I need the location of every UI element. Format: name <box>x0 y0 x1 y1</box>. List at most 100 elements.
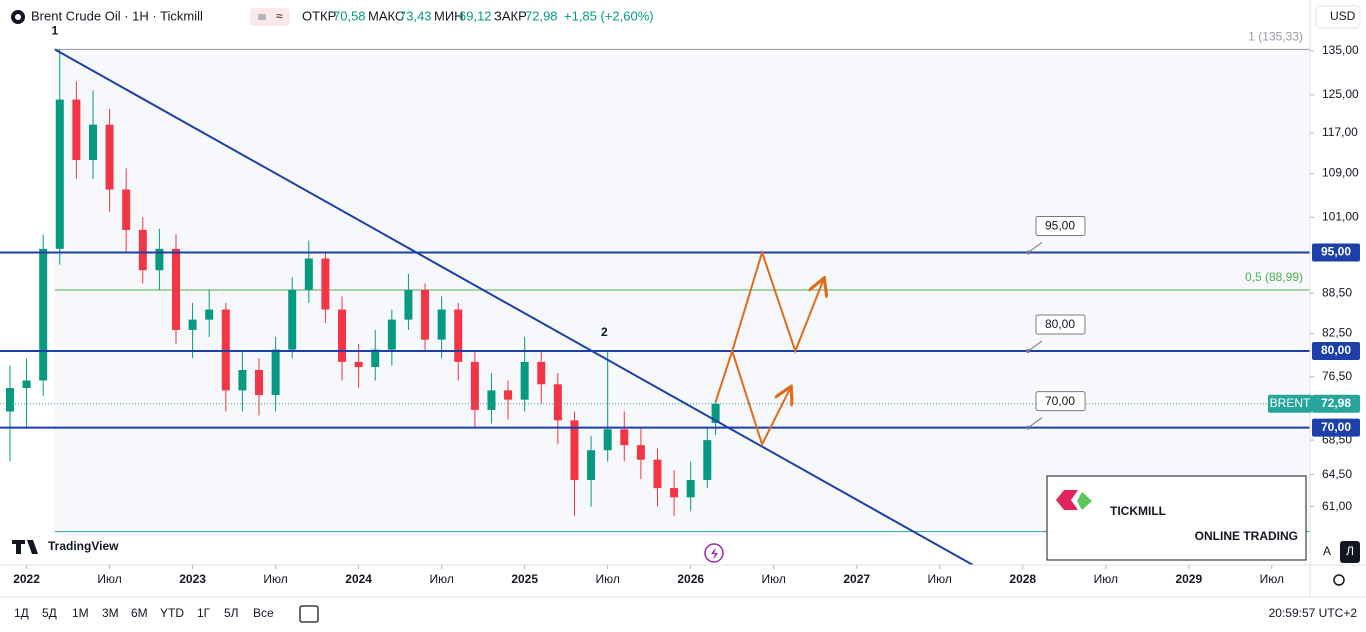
x-tick-label: Июл <box>97 572 121 586</box>
x-tick-label: 2022 <box>13 572 40 586</box>
candle-body <box>653 459 662 489</box>
period-button[interactable]: 1Д <box>14 606 29 620</box>
candle-body <box>421 289 430 340</box>
period-button[interactable]: 6М <box>131 606 148 620</box>
candle-body <box>138 229 147 271</box>
period-button[interactable]: 1Г <box>197 606 211 620</box>
x-tick-label: 2024 <box>345 572 372 586</box>
candle-body <box>5 388 14 412</box>
candle-body <box>155 248 164 271</box>
status-icon <box>258 14 266 20</box>
auto-scale[interactable]: A <box>1323 544 1331 558</box>
callout-label: 80,00 <box>1045 317 1075 331</box>
clock: 20:59:57 UTC+2 <box>1269 606 1358 620</box>
period-button[interactable]: Все <box>253 606 274 620</box>
period-button[interactable]: 5Л <box>224 606 239 620</box>
events-icon[interactable] <box>704 543 724 563</box>
ohlc-value: 72,98 <box>525 8 558 23</box>
y-tick-label: 109,00 <box>1322 166 1359 180</box>
period-button[interactable]: 1М <box>72 606 89 620</box>
currency-button[interactable] <box>1315 5 1361 29</box>
status-pill[interactable] <box>250 8 290 26</box>
level-tag-label: 70,00 <box>1321 420 1351 434</box>
candle-body <box>537 361 546 385</box>
symbol-title: Brent Crude Oil · 1H · Tickmill <box>31 8 203 23</box>
candle-body <box>670 488 679 498</box>
candle-body <box>304 258 313 290</box>
candle-body <box>88 124 97 161</box>
candle-body <box>620 429 629 446</box>
candle-body <box>188 319 197 330</box>
wave-label: 1 <box>51 24 58 38</box>
events-icon-bolt <box>711 547 718 560</box>
candle-body <box>338 309 347 362</box>
broker-logo-icon <box>1077 492 1092 510</box>
candle-body <box>205 309 214 320</box>
symbol-tag-label: BRENT <box>1270 396 1311 410</box>
broker-logo-icon <box>1056 490 1078 510</box>
change: +1,85 (+2,60%) <box>564 8 654 23</box>
callout-pointer <box>1027 242 1043 253</box>
y-tick-label: 117,00 <box>1322 125 1358 139</box>
ohlc-label: МАКС <box>368 8 404 23</box>
callout-anchor <box>1026 425 1030 430</box>
candle-body <box>520 361 529 400</box>
x-tick-label: 2028 <box>1009 572 1036 586</box>
callout-pointer <box>1027 417 1043 429</box>
settings-icon[interactable] <box>1333 574 1345 586</box>
level-tag <box>1312 418 1360 437</box>
candle-body <box>404 289 413 320</box>
date-range-icon[interactable] <box>299 605 319 623</box>
x-tick-label: 2026 <box>677 572 704 586</box>
candle-body <box>371 349 380 368</box>
candle-body <box>255 370 264 396</box>
ohlc-value: 73,43 <box>399 8 432 23</box>
log-scale[interactable]: Л <box>1346 544 1354 558</box>
broker-logo: TICKMILL <box>1110 504 1166 518</box>
fib-background <box>54 49 1310 532</box>
x-tick-label: Июл <box>928 572 952 586</box>
x-tick-label: Июл <box>595 572 619 586</box>
candle-body <box>703 440 712 480</box>
candle-body <box>553 384 562 421</box>
y-tick-label: 88,50 <box>1322 285 1352 299</box>
candle-body <box>570 420 579 480</box>
level-tag <box>1312 342 1360 361</box>
trendline <box>54 48 974 565</box>
candle-body <box>636 445 645 460</box>
candle-body <box>22 380 31 389</box>
x-tick-label: 2027 <box>843 572 870 586</box>
candle-body <box>470 361 479 410</box>
y-tick-label: 125,00 <box>1322 87 1359 101</box>
candle-body <box>487 390 496 410</box>
period-button[interactable]: YTD <box>160 606 184 620</box>
x-tick-label: 2029 <box>1175 572 1202 586</box>
ohlc-label: МИН <box>434 8 464 23</box>
candle-body <box>72 99 81 161</box>
y-tick-label: 82,50 <box>1322 326 1352 340</box>
wave-label: 2 <box>601 325 608 339</box>
price-tag <box>1312 394 1360 413</box>
fib-label: 1 (135,33) <box>1248 30 1303 44</box>
callout-anchor <box>1026 250 1030 255</box>
level-tag <box>1312 243 1360 262</box>
candle-body <box>321 258 330 310</box>
currency: USD <box>1330 9 1356 23</box>
ohlc-value: 69,12 <box>459 8 492 23</box>
candle-body <box>238 370 247 391</box>
period-button[interactable]: 5Д <box>42 606 57 620</box>
level-tag-label: 95,00 <box>1321 245 1351 259</box>
price-tag-label: 72,98 <box>1321 396 1351 410</box>
period-button[interactable]: 3М <box>102 606 119 620</box>
ohlc-label: ЗАКР <box>494 8 527 23</box>
x-tick-label: 2025 <box>511 572 538 586</box>
plot-area <box>0 48 1310 565</box>
broker-tagline: ONLINE TRADING <box>1195 529 1298 543</box>
y-tick-label: 135,00 <box>1322 43 1359 57</box>
log-button[interactable] <box>1340 541 1360 563</box>
y-tick-label: 61,00 <box>1322 499 1352 513</box>
fib-label: 0,5 (88,99) <box>1245 270 1303 284</box>
ohlc-value: 70,58 <box>333 8 366 23</box>
